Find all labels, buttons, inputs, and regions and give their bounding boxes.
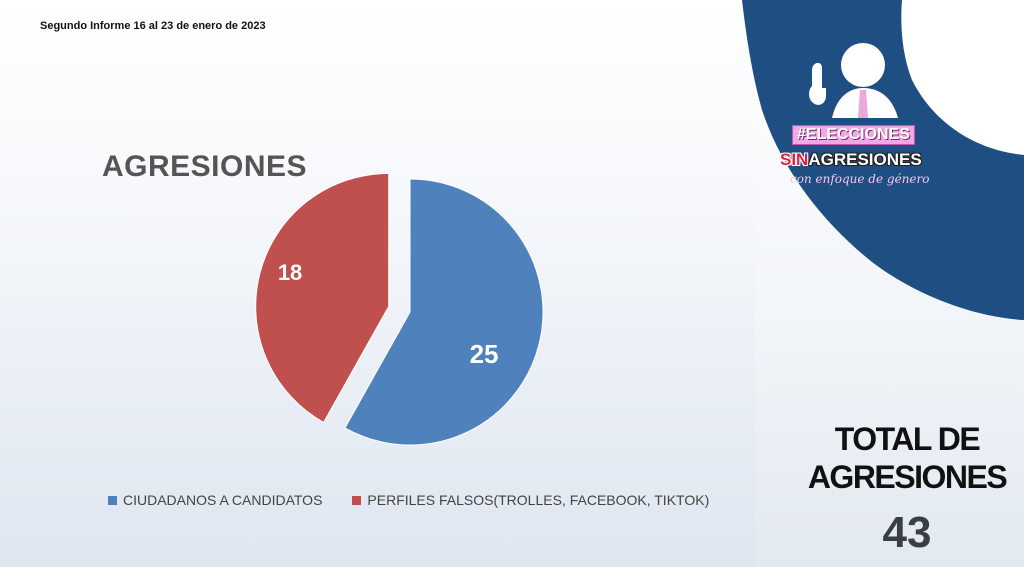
- person-tie-icon: [858, 90, 868, 118]
- pie-slice-0: [344, 178, 544, 446]
- legend-label-ciudadanos: CIUDADANOS A CANDIDATOS: [123, 492, 323, 508]
- logo-wave-light: [901, 0, 1024, 155]
- logo-tagline: con enfoque de género: [790, 172, 930, 186]
- logo-hashtag: #ELECCIONES: [792, 125, 915, 145]
- legend-item-ciudadanos: CIUDADANOS A CANDIDATOS: [108, 492, 322, 508]
- total-value: 43: [882, 508, 932, 557]
- pie-chart: 25 18: [255, 172, 544, 446]
- total-label-line1: TOTAL DE: [834, 421, 981, 457]
- legend-label-perfiles: PERFILES FALSOS(TROLLES, FACEBOOK, TIKTO…: [367, 492, 710, 508]
- pie-slice-1: [255, 172, 390, 424]
- total-label-line2: AGRESIONES: [807, 459, 1008, 495]
- legend-swatch-red: [352, 495, 362, 505]
- pie-slice-label-0: 25: [470, 339, 499, 369]
- chart-title: AGRESIONES: [102, 150, 308, 183]
- logo-agresiones: AGRESIONES: [808, 150, 922, 169]
- legend-item-perfiles: PERFILES FALSOS(TROLLES, FACEBOOK, TIKTO…: [352, 492, 709, 508]
- pie-slice-label-1: 18: [278, 260, 302, 285]
- campaign-logo-graphic: [742, 0, 1024, 320]
- total-label: TOTAL DE AGRESIONES: [790, 420, 1024, 496]
- chart-legend: CIUDADANOS A CANDIDATOS PERFILES FALSOS(…: [108, 492, 709, 508]
- report-header: Segundo Informe 16 al 23 de enero de 202…: [40, 20, 266, 32]
- person-head-icon: [841, 43, 885, 87]
- logo-sin: SIN: [780, 150, 809, 169]
- logo-title: SINAGRESIONES: [780, 150, 922, 170]
- legend-swatch-blue: [108, 495, 117, 505]
- raised-hand-icon: [809, 62, 826, 105]
